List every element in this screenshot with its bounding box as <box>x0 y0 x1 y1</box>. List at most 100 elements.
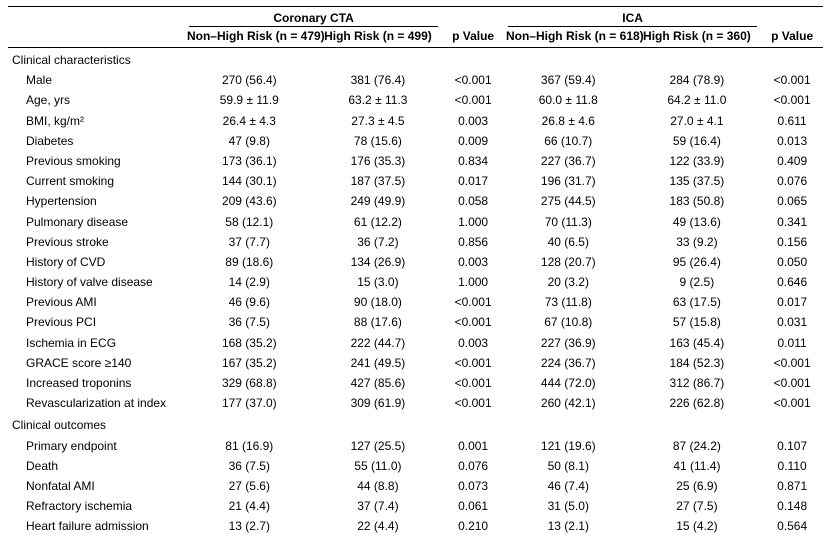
cell-p1: 0.003 <box>442 252 504 272</box>
table-row: Death36 (7.5)55 (11.0)0.07650 (8.1)41 (1… <box>8 456 823 476</box>
section-title: Clinical characteristics <box>8 48 823 71</box>
cell-cta-high: 27.3 ± 4.5 <box>314 111 443 131</box>
cell-cta-nonhigh: 270 (56.4) <box>185 70 314 90</box>
table-row: History of CVD89 (18.6)134 (26.9)0.00312… <box>8 252 823 272</box>
table-row: BMI, kg/m²26.4 ± 4.327.3 ± 4.50.00326.8 … <box>8 111 823 131</box>
cell-p2: <0.001 <box>761 353 823 373</box>
table-row: Previous AMI46 (9.6)90 (18.0)<0.00173 (1… <box>8 292 823 312</box>
table-row: Previous stroke37 (7.7)36 (7.2)0.85640 (… <box>8 232 823 252</box>
cell-p1: <0.001 <box>442 353 504 373</box>
cell-ica-high: 9 (2.5) <box>633 272 762 292</box>
cell-p2: 0.050 <box>761 252 823 272</box>
row-label: Ischemia in ECG <box>8 333 185 353</box>
cell-ica-nonhigh: 196 (31.7) <box>504 171 633 191</box>
header-ica-high: High Risk (n = 360) <box>633 27 762 48</box>
cell-ica-high: 25 (6.9) <box>633 476 762 496</box>
table-row: Nonfatal AMI27 (5.6)44 (8.8)0.07346 (7.4… <box>8 476 823 496</box>
cell-cta-high: 61 (12.2) <box>314 212 443 232</box>
cell-cta-nonhigh: 21 (4.4) <box>185 496 314 516</box>
cell-p1: 0.210 <box>442 516 504 536</box>
clinical-table: Coronary CTA ICA Non–High Risk (n = 479)… <box>8 6 823 537</box>
cell-ica-nonhigh: 26.8 ± 4.6 <box>504 111 633 131</box>
cell-cta-high: 187 (37.5) <box>314 171 443 191</box>
cell-ica-high: 122 (33.9) <box>633 151 762 171</box>
table-row: Ischemia in ECG168 (35.2)222 (44.7)0.003… <box>8 333 823 353</box>
cell-p2: 0.011 <box>761 333 823 353</box>
cell-ica-high: 226 (62.8) <box>633 393 762 413</box>
cell-ica-nonhigh: 275 (44.5) <box>504 191 633 211</box>
cell-p2: <0.001 <box>761 373 823 393</box>
cell-p1: 0.061 <box>442 496 504 516</box>
header-ica-nonhigh: Non–High Risk (n = 618) <box>504 27 633 48</box>
cell-ica-nonhigh: 367 (59.4) <box>504 70 633 90</box>
cell-cta-nonhigh: 167 (35.2) <box>185 353 314 373</box>
section-row: Clinical outcomes <box>8 413 823 435</box>
cell-cta-nonhigh: 81 (16.9) <box>185 436 314 456</box>
cell-ica-high: 49 (13.6) <box>633 212 762 232</box>
cell-p2: 0.017 <box>761 292 823 312</box>
cell-ica-high: 59 (16.4) <box>633 131 762 151</box>
header-group-ica: ICA <box>504 7 761 28</box>
table-row: History of valve disease14 (2.9)15 (3.0)… <box>8 272 823 292</box>
row-label: BMI, kg/m² <box>8 111 185 131</box>
table-row: Current smoking144 (30.1)187 (37.5)0.017… <box>8 171 823 191</box>
table-row: Heart failure admission13 (2.7)22 (4.4)0… <box>8 516 823 536</box>
table-row: Diabetes47 (9.8)78 (15.6)0.00966 (10.7)5… <box>8 131 823 151</box>
cell-ica-nonhigh: 128 (20.7) <box>504 252 633 272</box>
row-label: History of CVD <box>8 252 185 272</box>
table-row: GRACE score ≥140167 (35.2)241 (49.5)<0.0… <box>8 353 823 373</box>
row-label: Hypertension <box>8 191 185 211</box>
cell-cta-high: 241 (49.5) <box>314 353 443 373</box>
cell-ica-nonhigh: 46 (7.4) <box>504 476 633 496</box>
cell-ica-nonhigh: 227 (36.9) <box>504 333 633 353</box>
table-row: Revascularization at index177 (37.0)309 … <box>8 393 823 413</box>
cell-ica-nonhigh: 66 (10.7) <box>504 131 633 151</box>
cell-cta-nonhigh: 329 (68.8) <box>185 373 314 393</box>
cell-cta-high: 309 (61.9) <box>314 393 443 413</box>
cell-cta-nonhigh: 13 (2.7) <box>185 516 314 536</box>
cell-ica-nonhigh: 260 (42.1) <box>504 393 633 413</box>
cell-ica-nonhigh: 60.0 ± 11.8 <box>504 90 633 110</box>
cell-ica-nonhigh: 20 (3.2) <box>504 272 633 292</box>
cell-cta-high: 15 (3.0) <box>314 272 443 292</box>
row-label: Diabetes <box>8 131 185 151</box>
cell-p2: <0.001 <box>761 90 823 110</box>
cell-p1: 0.003 <box>442 333 504 353</box>
cell-cta-nonhigh: 58 (12.1) <box>185 212 314 232</box>
cell-cta-nonhigh: 59.9 ± 11.9 <box>185 90 314 110</box>
row-label: Nonfatal AMI <box>8 476 185 496</box>
cell-p2: <0.001 <box>761 70 823 90</box>
cell-cta-high: 37 (7.4) <box>314 496 443 516</box>
cell-ica-nonhigh: 224 (36.7) <box>504 353 633 373</box>
cell-ica-high: 33 (9.2) <box>633 232 762 252</box>
cell-p2: 0.156 <box>761 232 823 252</box>
table-container: Coronary CTA ICA Non–High Risk (n = 479)… <box>0 0 831 547</box>
cell-p2: 0.031 <box>761 312 823 332</box>
cell-p1: 0.017 <box>442 171 504 191</box>
cell-cta-high: 44 (8.8) <box>314 476 443 496</box>
cell-cta-high: 222 (44.7) <box>314 333 443 353</box>
cell-ica-nonhigh: 70 (11.3) <box>504 212 633 232</box>
cell-ica-nonhigh: 31 (5.0) <box>504 496 633 516</box>
cell-ica-nonhigh: 13 (2.1) <box>504 516 633 536</box>
cell-cta-high: 36 (7.2) <box>314 232 443 252</box>
header-p2: p Value <box>761 27 823 48</box>
header-group-ica-underline <box>508 26 757 27</box>
cell-ica-high: 64.2 ± 11.0 <box>633 90 762 110</box>
cell-p2: 0.107 <box>761 436 823 456</box>
header-p1: p Value <box>442 27 504 48</box>
cell-p2: 0.611 <box>761 111 823 131</box>
cell-cta-nonhigh: 173 (36.1) <box>185 151 314 171</box>
cell-ica-high: 63 (17.5) <box>633 292 762 312</box>
cell-ica-nonhigh: 67 (10.8) <box>504 312 633 332</box>
row-label: Age, yrs <box>8 90 185 110</box>
cell-ica-high: 41 (11.4) <box>633 456 762 476</box>
header-empty-p2 <box>761 7 823 28</box>
cell-cta-nonhigh: 27 (5.6) <box>185 476 314 496</box>
cell-p1: <0.001 <box>442 292 504 312</box>
cell-ica-high: 312 (86.7) <box>633 373 762 393</box>
cell-p1: 0.073 <box>442 476 504 496</box>
row-label: Previous smoking <box>8 151 185 171</box>
cell-p1: 0.001 <box>442 436 504 456</box>
header-cta-high: High Risk (n = 499) <box>314 27 443 48</box>
